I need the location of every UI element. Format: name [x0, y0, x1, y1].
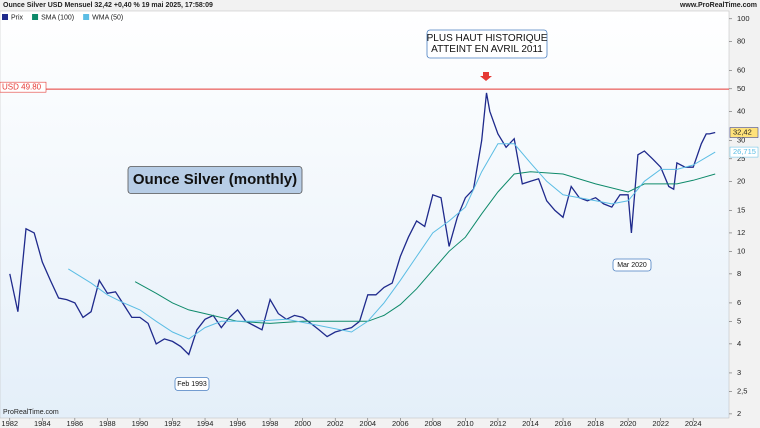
annotation-box: [174, 377, 210, 391]
legend-swatch: [83, 14, 90, 20]
y-tick-label: 50: [737, 84, 745, 93]
annotation-text: ATTEINT EN AVRIL 2011: [431, 44, 543, 55]
annotation-text: Ounce Silver (monthly): [133, 171, 297, 188]
y-tick-label: 2,5: [737, 386, 747, 395]
x-tick-label: 1998: [262, 419, 279, 428]
series-line: [9, 92, 716, 356]
y-tick-label: 80: [737, 36, 745, 45]
x-tick-label: 1994: [197, 419, 214, 428]
x-tick-label: 2022: [652, 419, 669, 428]
plot-area: [0, 10, 730, 419]
y-tick-label: 30: [737, 135, 745, 144]
annotation-box: [426, 29, 548, 59]
legend-label: SMA (100): [41, 14, 74, 21]
x-tick-label: 2010: [457, 419, 474, 428]
y-tick-label: 12: [737, 228, 745, 237]
reference-label: USD 49.80: [2, 82, 42, 91]
x-tick-label: 2008: [425, 419, 442, 428]
arrow: [480, 72, 492, 81]
x-tick-label: 2016: [555, 419, 572, 428]
y-tick-label: 10: [737, 246, 745, 255]
y-tick-label: 40: [737, 106, 745, 115]
x-tick-label: 1992: [164, 419, 181, 428]
annotation-box: [127, 166, 303, 194]
x-tick-label: 2002: [327, 419, 344, 428]
y-tick-label: 100: [737, 14, 750, 23]
last-value-label: 26,715: [733, 147, 756, 156]
x-tick-label: 1984: [34, 419, 51, 428]
legend-swatch: [2, 14, 8, 20]
y-tick-label: 6: [737, 298, 741, 307]
legend-label: WMA (50): [92, 14, 123, 21]
y-tick-label: 25: [737, 154, 745, 163]
last-value-tag: [729, 127, 759, 138]
x-tick-label: 2006: [392, 419, 409, 428]
annotation-box: [612, 258, 652, 272]
legend-label: Prix: [11, 14, 24, 21]
annotation-text: PLUS HAUT HISTORIQUE: [427, 33, 548, 44]
header-source: www.ProRealTime.com: [679, 2, 757, 9]
y-tick-label: 15: [737, 205, 745, 214]
footer: ProRealTime.com: [3, 409, 59, 416]
legend-swatch: [32, 14, 39, 20]
y-tick-label: 2: [737, 409, 741, 418]
x-tick-label: 2018: [587, 419, 604, 428]
y-tick-label: 4: [737, 339, 741, 348]
y-tick-label: 3: [737, 368, 741, 377]
last-value-label: 32,42: [733, 128, 752, 137]
annotation-text: Mar 2020: [617, 262, 647, 269]
x-tick-label: 1986: [67, 419, 84, 428]
series-line: [134, 171, 716, 324]
x-tick-label: 1982: [1, 419, 18, 428]
annotation-text: Feb 1993: [177, 381, 207, 388]
x-tick-label: 2004: [359, 419, 376, 428]
y-tick-label: 8: [737, 269, 741, 278]
x-tick-label: 1996: [229, 419, 246, 428]
legend: Prix SMA (100) WMA (50): [2, 14, 123, 21]
y-tick-label: 5: [737, 316, 741, 325]
x-tick-label: 1988: [99, 419, 116, 428]
reference-label-box: [0, 81, 47, 93]
x-tick-label: 2014: [522, 419, 539, 428]
y-tick-label: 60: [737, 65, 745, 74]
series-line: [68, 143, 716, 340]
y-tick-label: 20: [737, 176, 745, 185]
last-value-tag: [729, 146, 759, 158]
x-tick-label: 2012: [490, 419, 507, 428]
x-tick-label: 2000: [294, 419, 311, 428]
x-tick-label: 2020: [620, 419, 637, 428]
x-tick-label: 1990: [132, 419, 149, 428]
header-title: Ounce Silver USD Mensuel 32,42 +0,40 % 1…: [3, 2, 213, 9]
x-tick-label: 2024: [685, 419, 702, 428]
